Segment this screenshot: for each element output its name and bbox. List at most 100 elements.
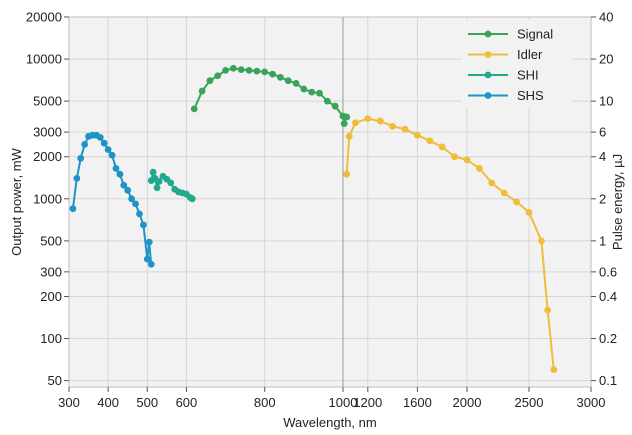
data-point-shs [139, 221, 147, 229]
data-point-shs [124, 186, 132, 194]
y-tick-label-500: 500 [40, 233, 62, 248]
data-point-idler [451, 153, 458, 161]
data-point-signal [284, 77, 292, 85]
data-point-shs [143, 255, 151, 263]
y-tick-label-1000: 1000 [33, 191, 62, 206]
data-point-signal [206, 77, 214, 85]
legend-item-shs: SHS [468, 88, 544, 103]
legend-swatch-marker-shi [484, 71, 492, 79]
y-tick-label-20000: 20000 [26, 10, 62, 25]
data-point-signal [323, 97, 331, 105]
legend-item-shi: SHI [468, 68, 539, 83]
y-tick-label-300: 300 [40, 264, 62, 279]
data-point-idler [463, 156, 471, 164]
series-idler [343, 115, 558, 373]
data-point-signal [253, 67, 261, 75]
data-point-shs [147, 260, 155, 268]
data-point-shi [149, 168, 157, 176]
data-point-shs [120, 181, 128, 189]
plot-frame [68, 16, 592, 388]
data-point-shs [104, 146, 112, 153]
x-tick-label-2000: 2000 [453, 395, 482, 410]
x-tick-label-1000: 1000 [329, 395, 358, 410]
y-tick-label-5000: 5000 [33, 94, 62, 109]
series-line-shs [71, 134, 153, 265]
data-point-idler [513, 198, 520, 206]
legend-label-shs: SHS [517, 88, 544, 103]
data-point-idler [343, 170, 351, 178]
data-point-shs [112, 165, 120, 172]
x-tick-label-400: 400 [97, 395, 119, 410]
legend-label-signal: Signal [517, 27, 553, 42]
data-point-idler [550, 366, 558, 373]
data-point-signal [276, 73, 284, 81]
series-signal [190, 64, 351, 128]
data-point-signal [222, 66, 229, 74]
y-tick-label-10000: 10000 [26, 52, 62, 67]
data-point-signal [292, 79, 300, 87]
y-axis-left-ticks: 20000 10000 5000 3000 2000 1000 500 300 200 100 50 [26, 10, 69, 388]
y2-tick-label-20: 20 [599, 52, 613, 67]
data-point-shs [108, 151, 116, 159]
y-tick-label-3000: 3000 [33, 125, 62, 140]
data-point-shi [188, 195, 196, 203]
data-point-signal [214, 72, 222, 80]
legend-swatch-marker-signal [484, 30, 492, 38]
data-point-idler [364, 115, 372, 122]
data-point-idler [376, 117, 384, 125]
data-point-signal [230, 64, 237, 72]
grid [69, 16, 591, 387]
y2-tick-label-1: 1 [599, 233, 606, 248]
legend-label-idler: Idler [517, 47, 543, 62]
data-point-signal [308, 88, 316, 96]
data-point-shs [100, 139, 108, 147]
legend-swatch-marker-idler [484, 51, 492, 58]
data-point-idler [500, 189, 508, 197]
x-axis-title: Wavelength, nm [283, 415, 376, 430]
x-tick-label-2500: 2500 [515, 395, 544, 410]
y2-tick-label-0-4: 0.4 [599, 289, 617, 304]
data-point-signal [245, 66, 253, 74]
y2-tick-label-6: 6 [599, 125, 606, 140]
y2-tick-label-0-1: 0.1 [599, 373, 617, 388]
series-layer [69, 64, 558, 373]
legend-item-signal: Signal [468, 27, 553, 42]
data-point-idler [345, 132, 353, 140]
x-tick-label-1600: 1600 [403, 395, 432, 410]
data-point-idler [401, 125, 409, 133]
data-point-shs [128, 195, 136, 203]
data-point-idler [414, 131, 421, 139]
data-point-idler [488, 179, 496, 187]
y2-tick-label-0-2: 0.2 [599, 331, 617, 346]
legend: Signal Idler SHI SHS [462, 20, 572, 108]
data-point-signal [316, 89, 323, 97]
y2-tick-label-2: 2 [599, 191, 606, 206]
y-tick-label-100: 100 [40, 331, 62, 346]
data-point-idler [352, 119, 359, 127]
y2-tick-label-4: 4 [599, 149, 606, 164]
series-shs [69, 131, 155, 268]
data-point-shs [77, 154, 85, 162]
data-point-idler [389, 122, 396, 130]
data-point-idler [544, 306, 551, 314]
y2-tick-label-40: 40 [599, 10, 613, 25]
data-point-idler [426, 137, 434, 145]
data-point-idler [438, 143, 446, 151]
data-point-shs [69, 205, 77, 213]
data-point-idler [525, 208, 533, 216]
data-point-shi [167, 179, 175, 187]
data-point-signal [190, 105, 198, 113]
data-point-shs [132, 200, 139, 208]
series-shi [147, 168, 196, 203]
data-point-signal [261, 68, 269, 76]
data-point-signal [340, 120, 348, 128]
legend-label-shi: SHI [517, 68, 539, 83]
data-point-signal [331, 102, 339, 110]
y2-tick-label-10: 10 [599, 94, 613, 109]
y-axis-right-ticks: 40 20 10 6 4 2 1 0.6 0.4 0.2 0.1 [591, 10, 617, 388]
data-point-shs [136, 210, 143, 218]
legend-item-idler: Idler [468, 47, 543, 62]
x-tick-label-300: 300 [58, 395, 80, 410]
x-tick-label-500: 500 [136, 395, 158, 410]
